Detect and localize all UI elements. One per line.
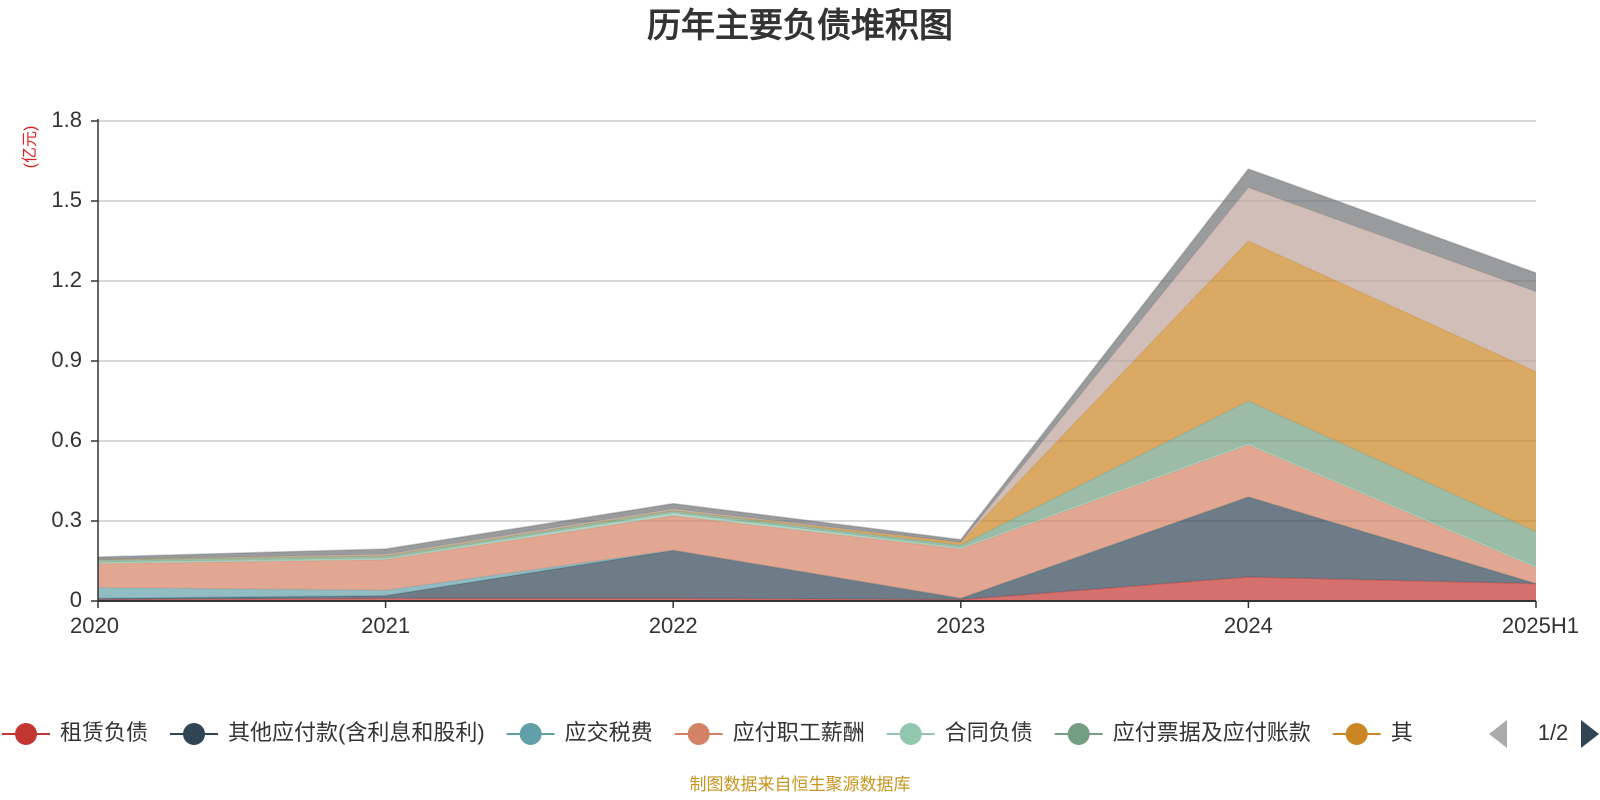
legend-pager: 1/2 xyxy=(1489,720,1599,748)
axes: 0 0.3 0.6 0.9 1.2 1.5 1.8 2020 2021 2022 2023 2024 2… xyxy=(51,107,1579,638)
y-tick-label: 0.3 xyxy=(51,507,82,532)
y-tick-label: 1.2 xyxy=(51,267,82,292)
legend-marker xyxy=(183,723,206,745)
x-tick-label: 2021 xyxy=(361,613,410,638)
x-tick-label: 2020 xyxy=(70,613,119,638)
y-tick-label: 0.9 xyxy=(51,347,82,372)
y-tick-label: 1.5 xyxy=(51,187,82,212)
area-1 xyxy=(98,577,1536,601)
legend-item[interactable]: 租赁负债 xyxy=(2,720,148,745)
legend: 租赁负债 其他应付款(含利息和股利) 应交税费 应付职工薪酬 合同负债 应付票据及应付账款… xyxy=(2,720,1599,748)
prev-page-icon[interactable] xyxy=(1489,720,1507,748)
next-page-icon[interactable] xyxy=(1581,720,1599,748)
area-line-4 xyxy=(97,444,1537,569)
legend-items: 租赁负债 其他应付款(含利息和股利) 应交税费 应付职工薪酬 合同负债 应付票据及应付账款… xyxy=(2,720,1413,745)
y-axis-unit: (亿元) xyxy=(21,126,39,169)
legend-item[interactable]: 合同负债 xyxy=(886,720,1033,745)
y-tick-label: 0.6 xyxy=(51,427,82,452)
legend-label: 应付职工薪酬 xyxy=(733,720,865,745)
legend-label: 其他应付款(含利息和股利) xyxy=(228,720,485,745)
x-tick-label: 2023 xyxy=(936,613,985,638)
legend-label: 应交税费 xyxy=(565,720,653,745)
area-line-9 xyxy=(97,168,1537,558)
area-4 xyxy=(98,445,1536,599)
x-tick-label: 2022 xyxy=(649,613,698,638)
legend-item[interactable]: 应付职工薪酬 xyxy=(674,720,865,745)
source-note: 制图数据来自恒生聚源数据库 xyxy=(690,775,911,794)
legend-item[interactable]: 应交税费 xyxy=(506,720,653,745)
legend-marker xyxy=(1067,723,1090,745)
legend-item[interactable]: 其 xyxy=(1332,720,1413,745)
legend-label: 租赁负债 xyxy=(60,720,148,745)
area-9 xyxy=(98,169,1536,560)
area-6 xyxy=(98,401,1536,567)
y-tick-label: 1.8 xyxy=(51,107,82,132)
area-7 xyxy=(98,241,1536,560)
area-8 xyxy=(98,187,1536,560)
legend-label: 应付票据及应付账款 xyxy=(1113,720,1311,745)
chart-title: 历年主要负债堆积图 xyxy=(647,7,953,45)
area-2 xyxy=(98,497,1536,600)
x-tick-label: 2024 xyxy=(1224,613,1273,638)
legend-item[interactable]: 应付票据及应付账款 xyxy=(1054,720,1311,745)
legend-item[interactable]: 其他应付款(含利息和股利) xyxy=(170,720,485,745)
legend-label: 其 xyxy=(1391,720,1413,745)
legend-marker xyxy=(687,723,710,745)
x-tick-label: 2025H1 xyxy=(1502,613,1579,638)
legend-label: 合同负债 xyxy=(945,720,1033,745)
legend-marker xyxy=(899,723,922,745)
y-tick-label: 0 xyxy=(70,587,82,612)
legend-marker xyxy=(15,723,37,745)
legend-marker xyxy=(1345,723,1368,745)
legend-marker xyxy=(519,723,542,745)
legend-page-label: 1/2 xyxy=(1538,720,1569,745)
area-series xyxy=(97,168,1537,601)
